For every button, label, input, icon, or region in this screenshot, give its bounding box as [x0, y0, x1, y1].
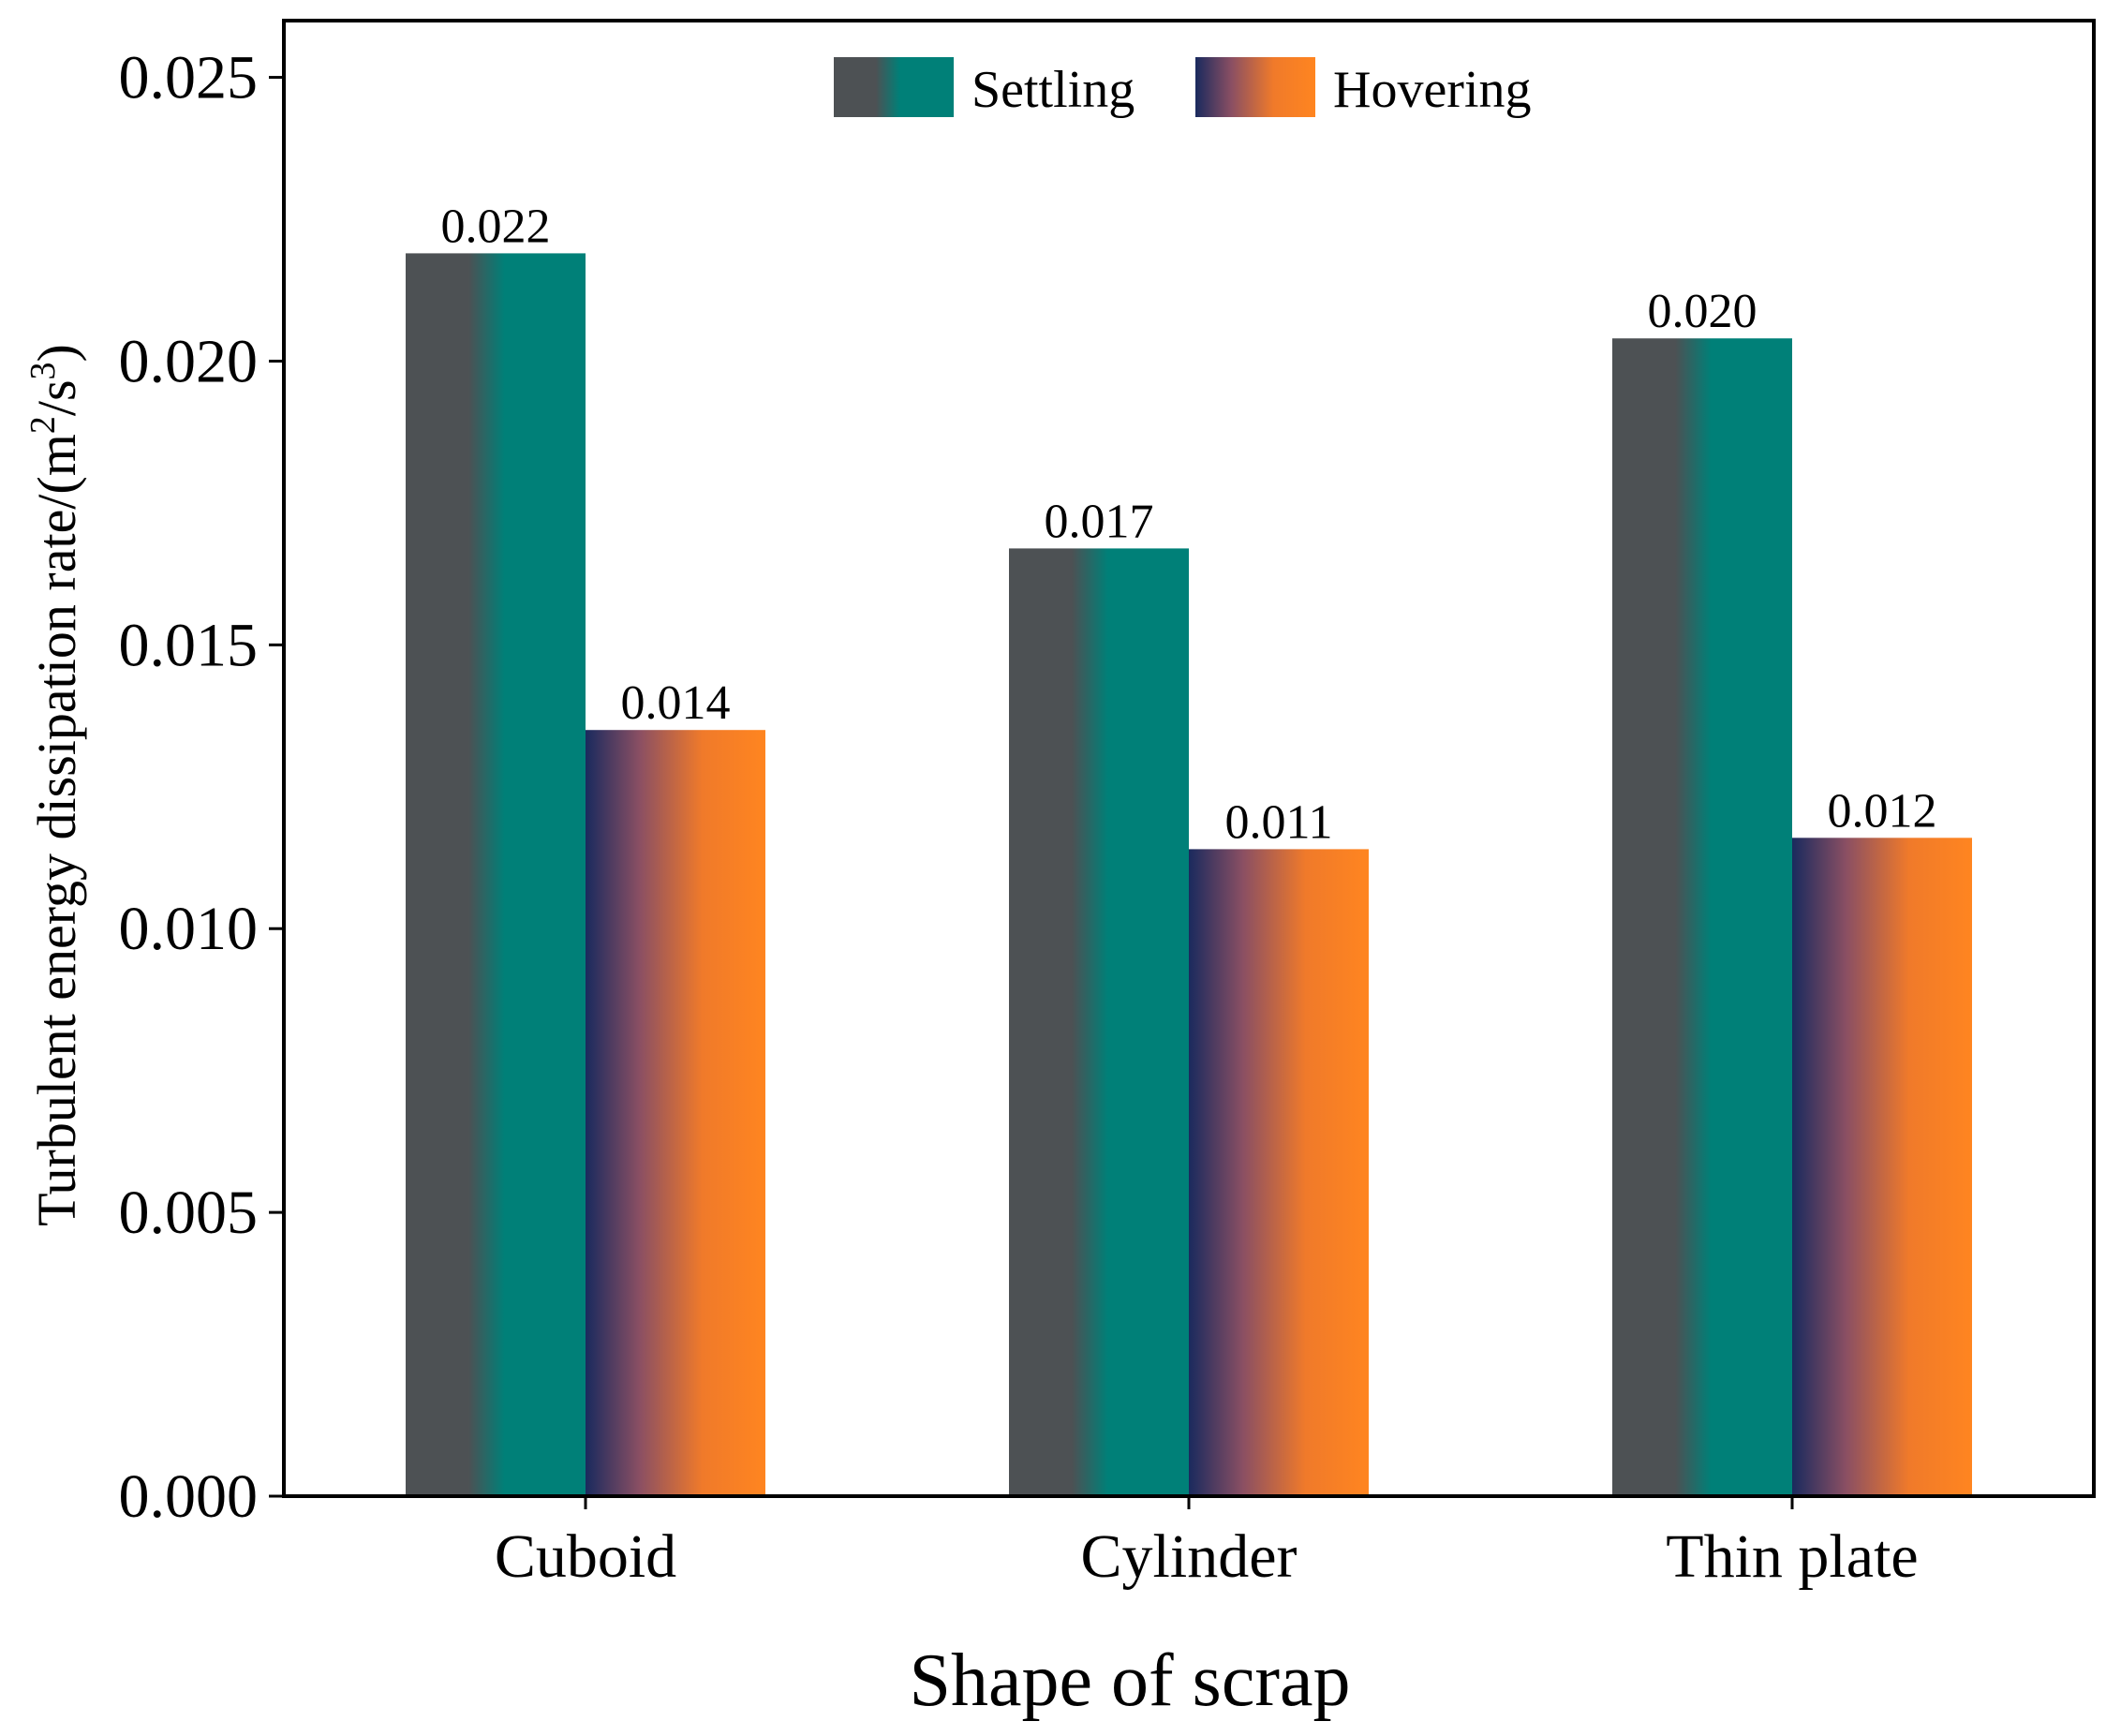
y-tick-label: 0.005 — [119, 1179, 259, 1247]
y-axis-title-mid: /s — [26, 379, 87, 416]
data-label-settling-cuboid: 0.022 — [441, 200, 551, 253]
legend-swatch-hovering — [1195, 57, 1315, 117]
legend-label-settling: Settling — [971, 61, 1135, 119]
y-tick-label: 0.000 — [119, 1462, 259, 1531]
x-axis-ticks: Cuboid Cylinder Thin plate — [495, 1496, 1919, 1591]
data-label-settling-thin-plate: 0.020 — [1648, 285, 1757, 338]
x-tick-label-thin-plate: Thin plate — [1666, 1522, 1918, 1591]
data-label-settling-cylinder: 0.017 — [1045, 495, 1154, 548]
bar-settling-cylinder — [1009, 548, 1189, 1496]
bars-layer — [406, 253, 1972, 1497]
x-axis-title: Shape of scrap — [910, 1640, 1351, 1722]
y-axis-title-end: ) — [26, 344, 87, 362]
bar-hovering-cylinder — [1189, 849, 1369, 1496]
y-axis-title-sup2: 3 — [23, 362, 63, 379]
data-labels-layer: 0.022 0.014 0.017 0.011 0.020 0.012 — [441, 200, 1937, 849]
x-tick-label-cuboid: Cuboid — [495, 1522, 676, 1591]
y-axis-title: Turbulent energy dissipation rate/(m2/s3… — [23, 344, 87, 1226]
legend-label-hovering: Hovering — [1333, 61, 1532, 119]
bar-hovering-cuboid — [586, 730, 765, 1496]
y-axis-title-sup1: 2 — [23, 416, 63, 434]
legend: Settling Hovering — [834, 57, 1532, 119]
y-axis-title-main: Turbulent energy dissipation rate/(m — [26, 434, 87, 1226]
x-tick-label-cylinder: Cylinder — [1081, 1522, 1298, 1591]
y-axis-ticks: 0.000 0.005 0.010 0.015 0.020 0.025 — [119, 44, 284, 1531]
data-label-hovering-thin-plate: 0.012 — [1828, 784, 1937, 838]
data-label-hovering-cuboid: 0.014 — [621, 676, 731, 730]
data-label-hovering-cylinder: 0.011 — [1224, 795, 1332, 849]
bar-settling-thin-plate — [1612, 338, 1792, 1497]
y-tick-label: 0.025 — [119, 44, 259, 112]
y-tick-label: 0.010 — [119, 895, 259, 963]
bar-settling-cuboid — [406, 253, 586, 1496]
legend-swatch-settling — [834, 57, 954, 117]
bar-hovering-thin-plate — [1792, 838, 1972, 1496]
y-tick-label: 0.015 — [119, 611, 259, 679]
y-tick-label: 0.020 — [119, 327, 259, 395]
